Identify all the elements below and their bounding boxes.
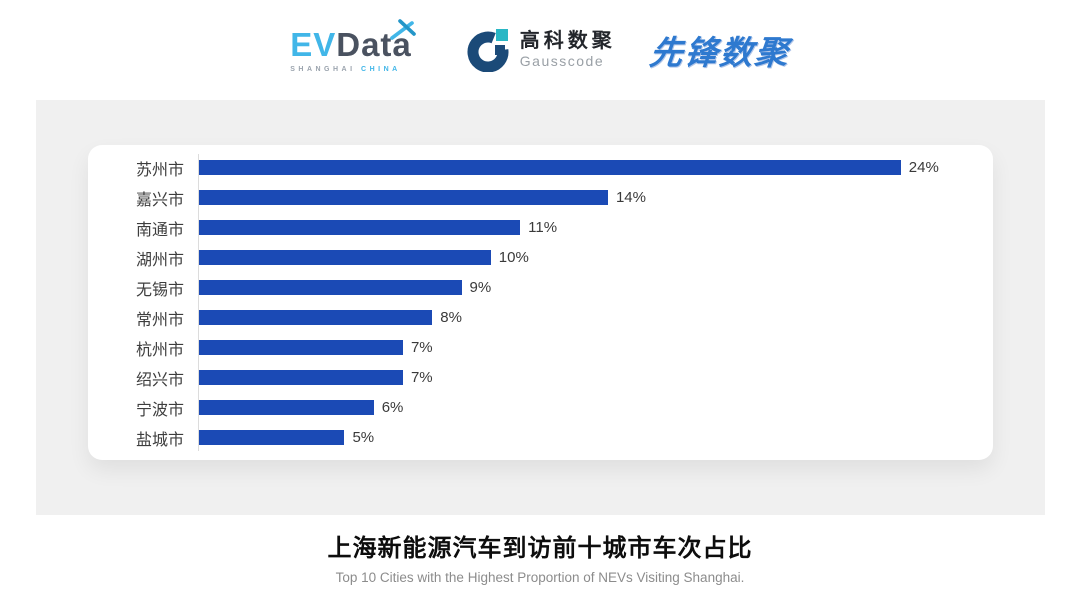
bar-row: 苏州市 24% (88, 153, 993, 183)
bar-track: 8% (198, 303, 993, 333)
bar (198, 160, 901, 175)
gausscode-text: 高科数聚 Gausscode (520, 30, 616, 69)
caption-block: 上海新能源汽车到访前十城市车次占比 Top 10 Cities with the… (0, 528, 1080, 585)
bar-track: 6% (198, 393, 993, 423)
bar-track: 5% (198, 423, 993, 453)
bar-row: 宁波市 6% (88, 393, 993, 423)
bar-track: 7% (198, 333, 993, 363)
bar-row: 杭州市 7% (88, 333, 993, 363)
bar-track: 7% (198, 363, 993, 393)
value-label: 8% (440, 309, 462, 326)
category-label: 常州市 (135, 311, 184, 329)
chart-panel: 苏州市 24% 嘉兴市 14% 南通市 11% 湖州市 10% 无锡市 9% 常州市 8% 杭州市 7% 绍… (36, 100, 1045, 515)
bar-row: 无锡市 9% (88, 273, 993, 303)
category-label: 宁波市 (135, 401, 184, 419)
value-label: 11% (528, 219, 558, 236)
category-label: 盐城市 (135, 431, 184, 449)
gausscode-cn-text: 高科数聚 (519, 30, 616, 53)
bar (198, 340, 403, 355)
gausscode-logo: 高科数聚 Gausscode (466, 28, 616, 72)
bar-track: 11% (198, 213, 993, 243)
bar (198, 400, 374, 415)
logo-header: EVData SHANGHAI CHINA 高科数聚 Gausscode 先锋数… (0, 0, 1080, 100)
chart-title: 上海新能源汽车到访前十城市车次占比 (327, 535, 753, 562)
category-label: 苏州市 (135, 161, 184, 179)
bar (198, 310, 433, 325)
chart-subtitle: Top 10 Cities with the Highest Proportio… (335, 570, 745, 585)
value-label: 24% (908, 159, 939, 176)
category-label: 湖州市 (135, 251, 184, 269)
evdata-star-icon (389, 18, 416, 40)
bar-row: 嘉兴市 14% (88, 183, 993, 213)
chart-card: 苏州市 24% 嘉兴市 14% 南通市 11% 湖州市 10% 无锡市 9% 常州市 8% 杭州市 7% 绍… (88, 145, 993, 460)
value-label: 6% (381, 399, 404, 416)
evdata-wordmark: EVData (290, 18, 416, 63)
evdata-subtext: SHANGHAI CHINA (290, 66, 412, 73)
bar (198, 220, 521, 235)
bar-row: 湖州市 10% (88, 243, 993, 273)
bar (198, 250, 491, 265)
gausscode-g-icon (467, 29, 509, 72)
bar (198, 280, 462, 295)
bar-row: 盐城市 5% (88, 423, 993, 453)
evdata-shanghai-text: SHANGHAI (290, 65, 356, 73)
bar-row: 南通市 11% (88, 213, 993, 243)
bar-chart: 苏州市 24% 嘉兴市 14% 南通市 11% 湖州市 10% 无锡市 9% 常州市 8% 杭州市 7% 绍… (88, 145, 993, 460)
value-label: 9% (469, 279, 492, 296)
value-label: 5% (352, 429, 375, 446)
category-label: 无锡市 (135, 281, 184, 299)
bar-track: 10% (198, 243, 993, 273)
bar (198, 430, 345, 445)
category-label: 绍兴市 (135, 371, 184, 389)
bar (198, 370, 403, 385)
evdata-china-text: CHINA (361, 65, 401, 73)
bar-track: 9% (198, 273, 993, 303)
evdata-logo: EVData SHANGHAI CHINA (290, 18, 432, 73)
bar-row: 绍兴市 7% (88, 363, 993, 393)
value-label: 7% (410, 369, 433, 386)
category-label: 杭州市 (135, 341, 184, 359)
evdata-ev-text: EV (290, 25, 337, 63)
bar-row: 常州市 8% (88, 303, 993, 333)
bar-track: 24% (198, 153, 993, 183)
gausscode-en-text: Gausscode (519, 53, 605, 70)
pioneer-logo: 先锋数聚 (647, 34, 792, 71)
value-label: 10% (498, 249, 529, 266)
bar (198, 190, 608, 205)
category-label: 南通市 (135, 221, 184, 239)
bar-track: 14% (198, 183, 993, 213)
category-label: 嘉兴市 (135, 191, 184, 209)
value-label: 7% (410, 339, 433, 356)
value-label: 14% (615, 189, 646, 206)
